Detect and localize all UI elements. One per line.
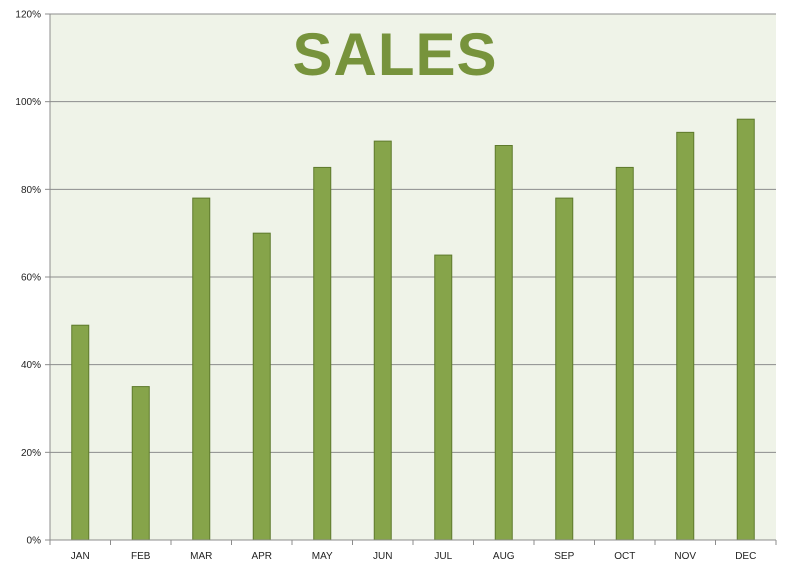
y-tick-label: 100% (15, 97, 41, 108)
bar-may (313, 166, 332, 541)
bar-feb (131, 386, 150, 541)
y-tick-label: 40% (21, 360, 41, 371)
x-tick-label: MAY (312, 551, 333, 562)
x-tick-label: DEC (735, 551, 756, 562)
y-tick-label: 120% (15, 10, 41, 21)
x-tick-label: MAR (190, 551, 212, 562)
chart-title: SALES (292, 21, 498, 88)
bar-sep (555, 197, 574, 541)
bar-apr (252, 232, 271, 541)
bar-jun (373, 140, 392, 541)
bar-nov (676, 131, 695, 541)
axes (49, 14, 777, 545)
bar-dec (736, 118, 755, 541)
y-tick-label: 20% (21, 448, 41, 459)
bar-jan (71, 324, 90, 541)
x-tick-label: NOV (674, 551, 696, 562)
x-tick-label: APR (251, 551, 272, 562)
bar-aug (494, 145, 513, 541)
y-tick-labels: 0% 20% 40% 60% 80% 100% 120% (15, 10, 41, 547)
bar-jul (434, 254, 453, 541)
x-tick-label: AUG (493, 551, 515, 562)
x-tick-label: SEP (554, 551, 574, 562)
x-tick-label: JAN (71, 551, 90, 562)
bar-mar (192, 197, 211, 541)
x-tick-label: FEB (131, 551, 151, 562)
x-tick-label: OCT (614, 551, 635, 562)
x-tick-label: JUL (434, 551, 452, 562)
x-tick-labels: JAN FEB MAR APR MAY JUN JUL AUG SEP OCT NOV DEC (71, 551, 757, 562)
y-tick-label: 0% (27, 536, 42, 547)
y-tick-label: 80% (21, 185, 41, 196)
bar-oct (615, 166, 634, 541)
y-tick-label: 60% (21, 273, 41, 284)
x-tick-label: JUN (373, 551, 392, 562)
